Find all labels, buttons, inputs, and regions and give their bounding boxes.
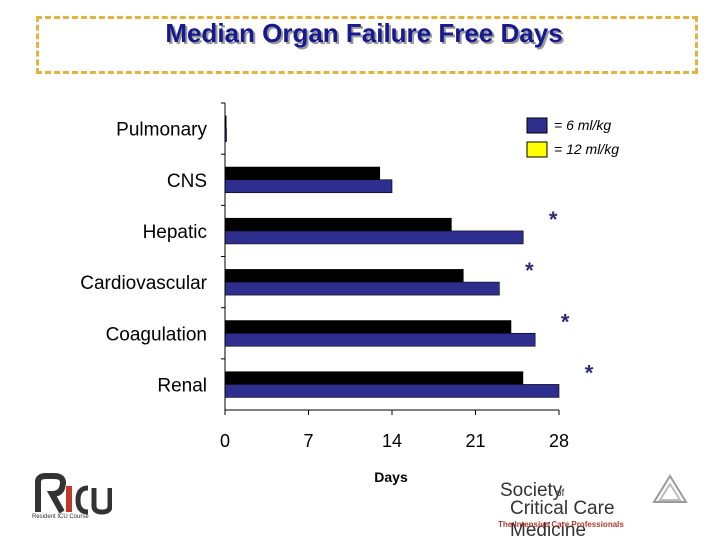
x-tick-label: 21 (465, 431, 485, 451)
sccm-society-text: Society (500, 480, 563, 501)
axis-layer: 0 7 14 21 28 Days (220, 102, 569, 485)
x-tick-label: 28 (549, 431, 569, 451)
sccm-tagline: The Intensive Care Professionals (498, 520, 624, 529)
category-label: Renal (157, 375, 207, 396)
category-label: Hepatic (143, 222, 207, 243)
sccm-of-text: of (556, 488, 565, 499)
bar-6mlkg-coagulation (224, 332, 536, 347)
bar-6mlkg-renal (224, 384, 560, 398)
category-label: Pulmonary (116, 120, 207, 141)
significance-star: * (525, 258, 534, 283)
legend-label: = 6 ml/kg (554, 117, 611, 133)
x-tick-label: 14 (382, 431, 402, 451)
x-tick-label: 7 (303, 431, 313, 451)
legend-swatch-6mlkg (526, 117, 548, 134)
bar-12mlkg-cardiovascular (225, 269, 464, 283)
bar-12mlkg-hepatic (225, 217, 452, 231)
significance-star: * (549, 207, 558, 232)
legend-swatch-12mlkg (526, 141, 548, 158)
significance-star: * (585, 360, 594, 385)
significance-star: * (561, 309, 570, 334)
title-frame (36, 16, 698, 74)
bar-12mlkg-renal (225, 371, 524, 385)
significance-markers: * * * * (525, 207, 594, 385)
category-labels: Pulmonary CNS Hepatic Cardiovascular Coagula… (80, 120, 207, 397)
bar-12mlkg-cns (225, 166, 381, 180)
x-axis-label: Days (374, 469, 408, 485)
bar-12mlkg-pulmonary (225, 115, 227, 129)
category-label: Coagulation (106, 324, 207, 345)
bar-6mlkg-hepatic (224, 230, 524, 245)
bar-12mlkg-coagulation (225, 320, 512, 334)
slide-title: Median Organ Failure Free Days (165, 18, 563, 48)
legend-label: = 12 ml/kg (554, 141, 619, 157)
bar-6mlkg-cns (224, 179, 393, 194)
bars-layer (224, 115, 560, 398)
x-tick-label: 0 (220, 431, 230, 451)
ricu-logo: Resident ICU Course (32, 472, 113, 528)
bar-6mlkg-cardiovascular (224, 281, 500, 296)
sccm-logo: Society of Critical Care Medicine The In… (496, 470, 692, 541)
category-label: CNS (167, 171, 207, 192)
sccm-triangle-icon (652, 474, 688, 503)
legend: = 6 ml/kg = 12 ml/kg (526, 117, 619, 158)
sccm-name-text: Critical Care Medicine (510, 498, 615, 541)
category-label: Cardiovascular (80, 273, 207, 294)
ricu-caption: Resident ICU Course (32, 514, 89, 520)
ricu-logo-mark (35, 473, 113, 515)
